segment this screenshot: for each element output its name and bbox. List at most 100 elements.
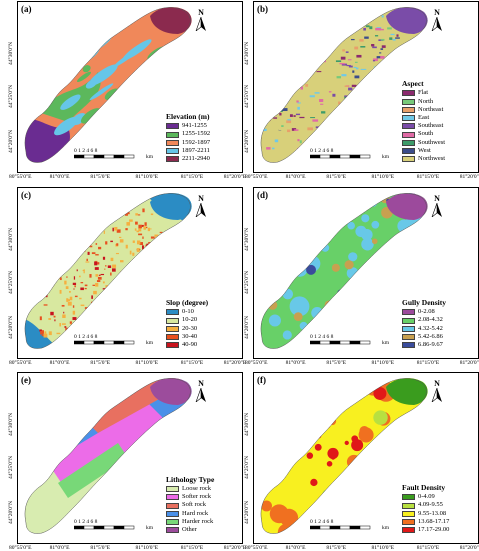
legend-label: 6.86-9.67 bbox=[418, 341, 443, 349]
scale-bar: 0 1 2 4 6 8 km bbox=[74, 519, 153, 531]
panel-label: (d) bbox=[257, 190, 268, 200]
legend-label: Harder rock bbox=[182, 517, 214, 525]
legend-swatch bbox=[166, 333, 179, 340]
legend-label: Hard rock bbox=[182, 509, 209, 517]
legend-item: 40-90 bbox=[166, 341, 208, 349]
legend: Gully Density 0-2.08 2.08-4.32 4.32-5.42 5.4… bbox=[402, 298, 446, 349]
legend-item: 1592-1897 bbox=[166, 139, 210, 147]
legend-label: 941-1255 bbox=[182, 122, 207, 130]
legend-item: 4.09-9.55 bbox=[402, 501, 449, 509]
x-tick-label: 81°15'0"E bbox=[180, 545, 204, 551]
scale-ticks: 0 1 2 4 6 8 bbox=[74, 148, 98, 154]
x-tick-label: 81°10'0"E bbox=[135, 360, 159, 366]
legend-item: Flat bbox=[402, 89, 445, 97]
legend-item: South bbox=[402, 130, 445, 138]
legend-label: 1592-1897 bbox=[182, 138, 211, 146]
legend-swatch bbox=[402, 115, 415, 122]
north-arrow-icon: N bbox=[430, 194, 444, 219]
x-tick-label: 81°15'0"E bbox=[180, 360, 204, 366]
scale-unit: km bbox=[146, 340, 154, 346]
y-tick-label: 44°20'0"N bbox=[8, 315, 14, 340]
scale-bar: 0 1 2 4 6 8 km bbox=[310, 334, 389, 346]
legend-swatch bbox=[166, 342, 179, 349]
north-label: N bbox=[198, 379, 204, 388]
legend-label: Northeast bbox=[418, 105, 444, 113]
scale-bar: 0 1 2 4 6 8 km bbox=[310, 148, 389, 160]
north-arrow-icon: N bbox=[194, 379, 208, 404]
legend-label: Northwest bbox=[418, 155, 446, 163]
x-tick-label: 81°15'0"E bbox=[416, 360, 440, 366]
map-panel: (a) N Elevation (m) 941-1255 1255-1592 1592-1… bbox=[17, 1, 243, 173]
legend-swatch bbox=[166, 502, 179, 509]
scale-unit: km bbox=[146, 154, 154, 160]
north-label: N bbox=[198, 194, 204, 203]
legend-title: Lithology Type bbox=[166, 474, 215, 484]
y-tick-label: 44°30'0"N bbox=[8, 227, 14, 251]
legend-label: Loose rock bbox=[182, 485, 212, 492]
x-tick-label: 81°10'0"E bbox=[371, 174, 395, 180]
y-tick-label: 44°20'0"N bbox=[244, 500, 250, 525]
legend-swatch bbox=[166, 156, 179, 163]
x-tick-label: 80°55'0"E bbox=[245, 174, 268, 180]
map-area bbox=[260, 378, 428, 534]
map-panel: (f) N Fault Density 0-4.09 4.09-9.55 9.55-13.… bbox=[253, 372, 479, 544]
x-tick-label: 81°0'0"E bbox=[285, 360, 306, 366]
map-panel: (e) N Lithology Type Loose rock Softer rock S… bbox=[17, 372, 243, 544]
x-tick-label: 81°5'0"E bbox=[90, 360, 111, 366]
legend-item: Other bbox=[166, 526, 214, 534]
legend: Aspect Flat North Northeast East Southeast Sou… bbox=[402, 79, 446, 163]
scale-unit: km bbox=[382, 154, 390, 160]
legend-swatch bbox=[166, 309, 179, 316]
legend-label: 20-30 bbox=[182, 324, 198, 332]
legend-item: 0-4.09 bbox=[402, 493, 449, 501]
y-tick-label: 44°30'0"N bbox=[8, 412, 14, 436]
map-panel: (b) N Aspect Flat North Northeast East Southeas… bbox=[253, 1, 479, 173]
legend-swatch bbox=[402, 325, 415, 332]
x-tick-label: 81°5'0"E bbox=[326, 545, 347, 551]
legend-item: 0-10 bbox=[166, 308, 208, 316]
legend-title: Slop (degree) bbox=[166, 298, 209, 307]
legend-item: 30-40 bbox=[166, 333, 208, 341]
legend-item: 0-2.08 bbox=[402, 308, 446, 316]
legend-swatch bbox=[402, 156, 415, 163]
map-area bbox=[24, 378, 192, 534]
north-label: N bbox=[434, 194, 440, 203]
legend-swatch bbox=[402, 342, 415, 349]
legend-label: 13.68-17.17 bbox=[418, 517, 450, 525]
scale-ticks: 0 1 2 4 6 8 bbox=[310, 148, 334, 154]
legend-swatch bbox=[402, 494, 415, 501]
x-tick-label: 80°55'0"E bbox=[9, 174, 32, 180]
x-tick-label: 81°10'0"E bbox=[135, 174, 159, 180]
y-tick-label: 44°30'0"N bbox=[244, 412, 250, 436]
legend-label: 1255-1592 bbox=[182, 130, 211, 138]
legend-swatch bbox=[402, 518, 415, 525]
legend-item: 1255-1592 bbox=[166, 130, 210, 138]
scale-ticks: 0 1 2 4 6 8 bbox=[310, 334, 334, 340]
x-tick-label: 81°20'0"E bbox=[223, 174, 247, 180]
legend-label: 0-2.08 bbox=[418, 308, 435, 316]
legend-item: 2.08-4.32 bbox=[402, 316, 446, 324]
legend-swatch bbox=[402, 131, 415, 138]
map-area bbox=[24, 193, 192, 349]
legend-swatch bbox=[402, 317, 415, 324]
legend-swatch bbox=[402, 510, 415, 517]
legend-swatch bbox=[402, 98, 415, 105]
y-tick-label: 44°30'0"N bbox=[8, 41, 14, 65]
north-label: N bbox=[434, 8, 440, 17]
x-tick-label: 81°20'0"E bbox=[459, 545, 479, 551]
x-tick-label: 81°0'0"E bbox=[49, 174, 70, 180]
north-arrow-icon: N bbox=[430, 8, 444, 33]
legend-item: Southeast bbox=[402, 122, 445, 130]
legend-label: Soft rock bbox=[182, 501, 207, 509]
legend-item: 2211-2940 bbox=[166, 155, 210, 163]
y-tick-label: 44°20'0"N bbox=[8, 129, 14, 154]
legend-item: 941-1255 bbox=[166, 122, 210, 130]
x-tick-label: 81°5'0"E bbox=[90, 545, 111, 551]
legend-item: East bbox=[402, 114, 445, 122]
y-tick-label: 44°25'0"N bbox=[244, 270, 250, 295]
legend-item: 6.86-9.67 bbox=[402, 341, 446, 349]
y-tick-label: 44°30'0"N bbox=[244, 41, 250, 65]
legend-item: Northeast bbox=[402, 106, 445, 114]
legend-swatch bbox=[402, 106, 415, 113]
x-tick-label: 80°55'0"E bbox=[245, 360, 268, 366]
